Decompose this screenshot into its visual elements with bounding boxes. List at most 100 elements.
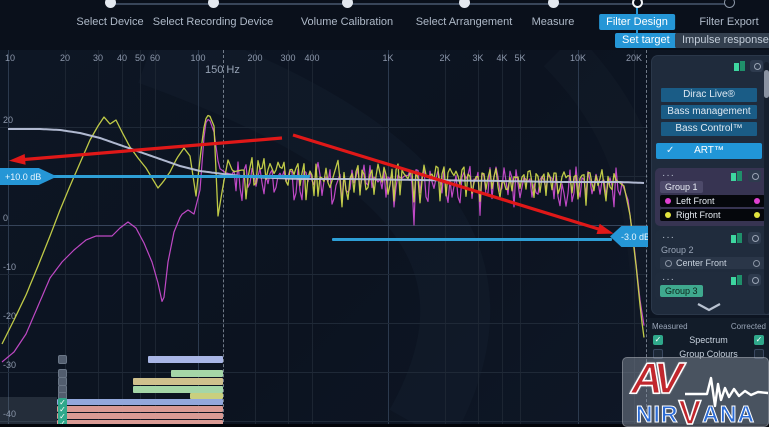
module-button-dirac-live-[interactable]: Dirac Live® bbox=[661, 88, 757, 102]
corrected-column-header: Corrected bbox=[730, 322, 766, 331]
target-segment-2[interactable] bbox=[332, 238, 612, 241]
speaker-range-bar-4[interactable] bbox=[133, 386, 223, 393]
step-measure[interactable]: Measure bbox=[531, 16, 575, 28]
stepper-line bbox=[110, 3, 729, 5]
freq-label-10K: 10K bbox=[569, 53, 587, 63]
speaker-name: Right Front bbox=[676, 210, 721, 220]
speaker-range-bar-3[interactable] bbox=[133, 378, 223, 385]
speaker-range-bar-8[interactable] bbox=[57, 413, 223, 419]
speaker-row-center-front[interactable]: Center Front bbox=[660, 257, 765, 269]
equalizer-icon[interactable] bbox=[731, 233, 744, 244]
step-select-recording-device[interactable]: Select Recording Device bbox=[152, 16, 274, 28]
speaker-row-right-front[interactable]: Right Front bbox=[660, 209, 765, 221]
group-card-2[interactable]: ··· Group 2 Center Front bbox=[655, 230, 769, 270]
freq-label-1K: 1K bbox=[382, 53, 394, 63]
module-button-bass-control-[interactable]: Bass Control™ bbox=[661, 122, 757, 136]
group-menu-icon[interactable]: ··· bbox=[662, 274, 675, 285]
step-volume-calibration[interactable]: Volume Calibration bbox=[300, 16, 394, 28]
freq-label-10: 10 bbox=[4, 53, 16, 63]
step-filter-export[interactable]: Filter Export bbox=[699, 16, 759, 28]
speaker-range-bar-7[interactable] bbox=[57, 406, 223, 412]
step-dot-1[interactable] bbox=[105, 0, 116, 8]
speaker-empty-ring bbox=[753, 260, 760, 267]
db-label--30: -30 bbox=[3, 360, 17, 370]
speaker-range-bar-1[interactable] bbox=[148, 356, 223, 363]
step-filter-design[interactable]: Filter Design bbox=[599, 14, 675, 30]
settings-target-icon[interactable] bbox=[748, 170, 761, 182]
art-module-button[interactable]: ✓ ART™ bbox=[656, 143, 762, 159]
gridline-200hz bbox=[255, 50, 256, 425]
gridline--10db bbox=[0, 274, 648, 275]
module-button-bass-management[interactable]: Bass management bbox=[661, 105, 757, 119]
speaker-checkbox-9[interactable]: ✓ bbox=[58, 419, 67, 427]
gridline-300hz bbox=[288, 50, 289, 425]
db-label--20: -20 bbox=[3, 311, 17, 321]
freq-label-200: 200 bbox=[247, 53, 263, 63]
scrollbar-thumb[interactable] bbox=[764, 70, 769, 98]
step-select-device[interactable]: Select Device bbox=[76, 16, 144, 28]
step-dot-7[interactable] bbox=[724, 0, 735, 8]
gridline-20db bbox=[0, 127, 648, 128]
db-label-0: 0 bbox=[3, 213, 9, 223]
group-card-1[interactable]: ··· Group 1 Left Front Right Front bbox=[655, 168, 769, 226]
check-icon: ✓ bbox=[666, 145, 675, 156]
db-label-20: 20 bbox=[3, 115, 14, 125]
equalizer-icon[interactable] bbox=[731, 171, 744, 182]
freq-label-4K: 4K bbox=[496, 53, 508, 63]
speaker-checkbox-7[interactable]: ✓ bbox=[58, 405, 67, 414]
freq-label-5K: 5K bbox=[514, 53, 526, 63]
speaker-range-bar-6[interactable] bbox=[57, 399, 223, 405]
group-menu-icon[interactable]: ··· bbox=[662, 170, 675, 181]
step-dot-5[interactable] bbox=[548, 0, 559, 8]
speaker-color-dot bbox=[754, 212, 760, 218]
equalizer-icon[interactable] bbox=[734, 61, 747, 72]
step-dot-6[interactable] bbox=[632, 0, 643, 8]
step-dot-2[interactable] bbox=[208, 0, 219, 8]
step-dot-3[interactable] bbox=[342, 0, 353, 8]
legend-row-label: Group Colours bbox=[679, 349, 738, 359]
tab-impulse-response[interactable]: Impulse response bbox=[675, 33, 769, 48]
logo-v: V bbox=[678, 394, 703, 427]
modules-panel: Dirac Live® Bass management Bass Control™ … bbox=[651, 55, 769, 315]
speaker-range-bar-2[interactable] bbox=[171, 370, 223, 377]
gridline-100hz bbox=[198, 50, 199, 425]
step-dot-4[interactable] bbox=[459, 0, 470, 8]
gridline--30db bbox=[0, 372, 648, 373]
freq-label-3K: 3K bbox=[472, 53, 484, 63]
speaker-range-bar-5[interactable] bbox=[190, 393, 223, 399]
corrected-checkbox-1[interactable]: ✓ bbox=[754, 335, 764, 345]
measured-checkbox-1[interactable]: ✓ bbox=[653, 335, 663, 345]
settings-target-icon[interactable] bbox=[748, 232, 761, 244]
sidebar-scrollbar[interactable] bbox=[764, 62, 769, 314]
settings-target-icon[interactable] bbox=[748, 274, 761, 286]
tab-set-target[interactable]: Set target bbox=[615, 33, 677, 48]
speaker-checkbox-8[interactable]: ✓ bbox=[58, 412, 67, 421]
speaker-row-left-front[interactable]: Left Front bbox=[660, 195, 765, 207]
logo-ana: ANA bbox=[702, 401, 756, 427]
speaker-color-dot bbox=[665, 212, 671, 218]
step-select-arrangement[interactable]: Select Arrangement bbox=[415, 16, 513, 28]
group-name-label[interactable]: Group 2 bbox=[661, 245, 694, 255]
speaker-range-bar-9[interactable] bbox=[57, 420, 223, 426]
freq-label-60: 60 bbox=[149, 53, 161, 63]
group-menu-icon[interactable]: ··· bbox=[662, 232, 675, 243]
group-name-chip[interactable]: Group 1 bbox=[660, 181, 703, 193]
crossover-label: 150 Hz bbox=[205, 64, 240, 76]
freq-label-50: 50 bbox=[134, 53, 146, 63]
gridline-50hz bbox=[140, 50, 141, 425]
workflow-stepper-bar: Select Device Select Recording Device Volu… bbox=[0, 0, 769, 50]
chevron-down-icon[interactable] bbox=[696, 302, 722, 312]
speaker-checkbox-1[interactable] bbox=[58, 355, 67, 364]
group-name-chip[interactable]: Group 3 bbox=[660, 285, 703, 297]
speaker-name: Center Front bbox=[676, 258, 727, 268]
gridline-30hz bbox=[98, 50, 99, 425]
freq-label-40: 40 bbox=[116, 53, 128, 63]
equalizer-icon[interactable] bbox=[731, 275, 744, 286]
crossover-line-150hz[interactable] bbox=[223, 50, 224, 427]
selected-speakers-backdrop bbox=[0, 397, 57, 427]
speaker-checkbox-6[interactable]: ✓ bbox=[58, 398, 67, 407]
settings-target-icon[interactable] bbox=[750, 60, 763, 72]
gridline--20db bbox=[0, 323, 648, 324]
group-card-3[interactable]: ··· Group 3 bbox=[655, 272, 769, 300]
